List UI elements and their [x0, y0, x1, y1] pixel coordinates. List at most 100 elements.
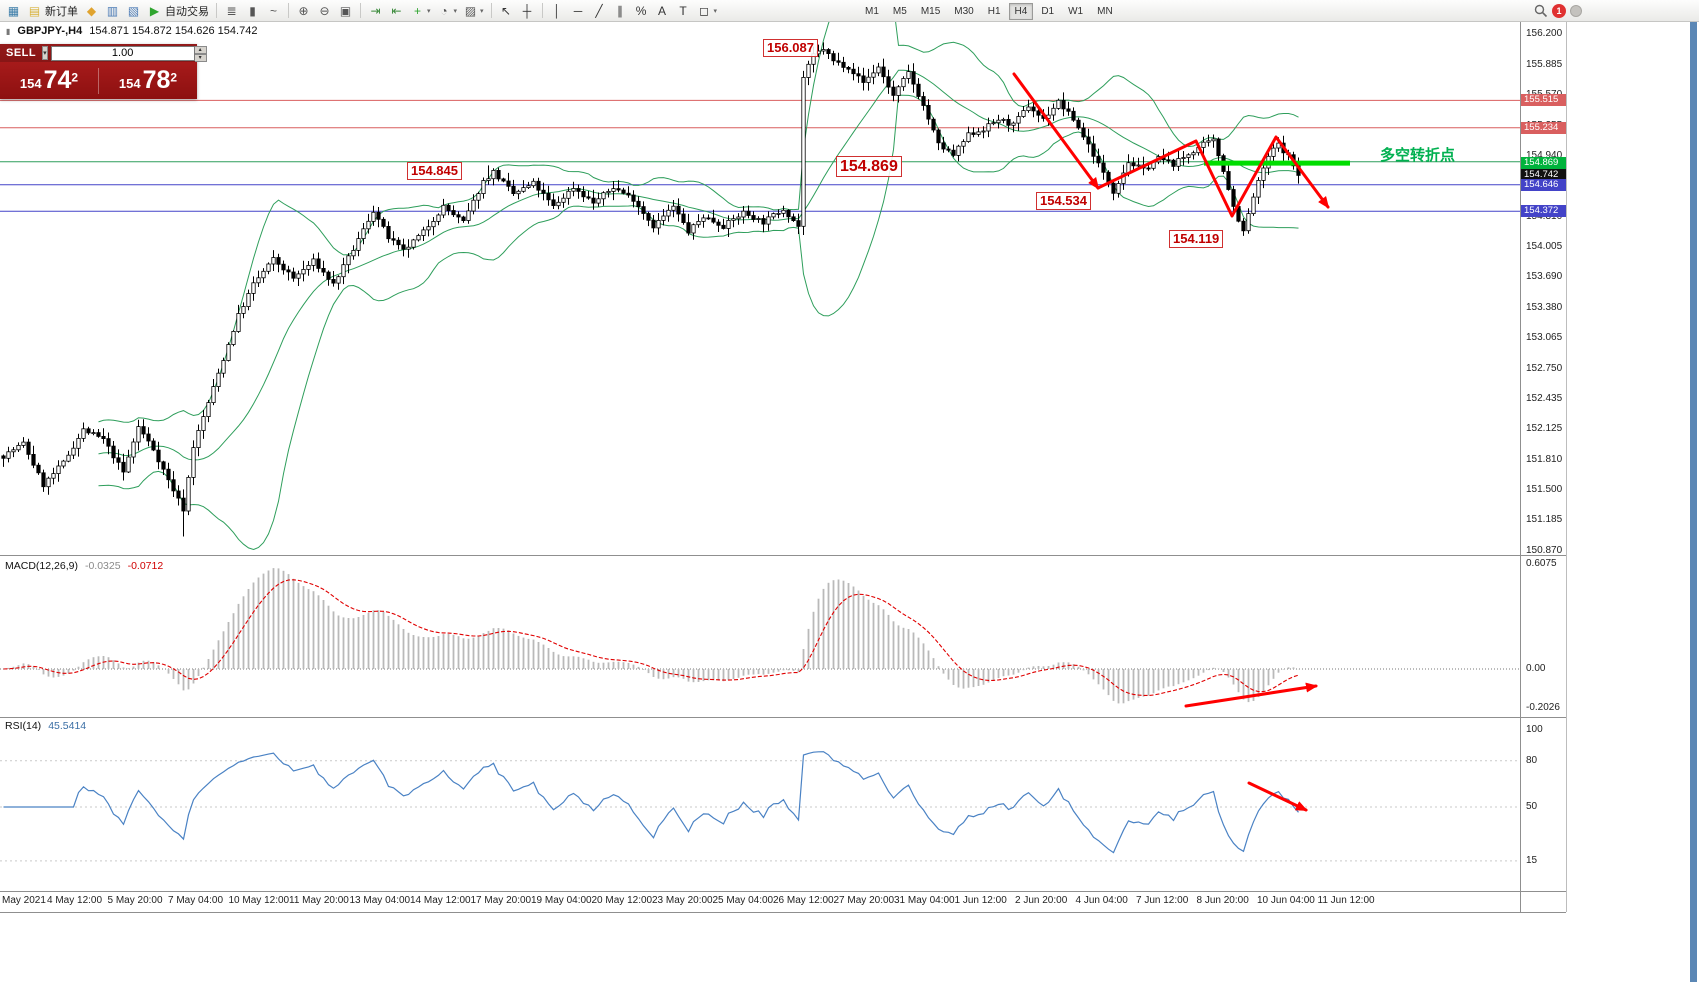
volume-down-button[interactable]: ▾ [194, 53, 207, 62]
crosshair-icon: ┼ [522, 3, 532, 18]
sell-button[interactable]: SELL [6, 47, 37, 59]
dropdown-caret-icon[interactable]: ▾ [480, 7, 484, 15]
timeframe-m1[interactable]: M1 [865, 5, 879, 17]
macd-scale-zero: 0.00 [1526, 663, 1546, 674]
time-label: 20 May 12:00 [591, 895, 653, 906]
toolbar-right-cluster: 1 [1534, 0, 1582, 22]
line-chart-button[interactable]: ~ [263, 1, 284, 21]
timeframe-mn[interactable]: MN [1097, 5, 1113, 17]
rsi-scale-tick: 50 [1526, 801, 1538, 812]
volume-up-button[interactable]: ▴ [194, 45, 207, 54]
sell-price-big: 74 [43, 66, 72, 94]
price-badge: 154.869 [1521, 157, 1566, 170]
toolbar-separator [490, 3, 492, 18]
templates-button[interactable]: ▨ ▾ [460, 1, 487, 21]
window-edge [1690, 22, 1697, 982]
macd-scale-min: -0.2026 [1526, 702, 1560, 713]
trendline-icon: ╱ [595, 3, 603, 18]
time-label: 11 May 20:00 [289, 895, 349, 906]
search-icon[interactable] [1534, 4, 1548, 18]
chart-shift-button[interactable]: ⇤ [386, 1, 407, 21]
new-order-button[interactable]: ▤ 新订单 [24, 1, 81, 21]
price-annotation: 154.845 [407, 162, 462, 180]
price-tick: 156.200 [1526, 28, 1563, 39]
price-badge: 155.515 [1521, 94, 1566, 107]
crosshair-button[interactable]: ┼ [517, 1, 538, 21]
dropdown-caret-icon[interactable]: ▾ [713, 7, 718, 15]
timeframe-w1[interactable]: W1 [1068, 5, 1084, 17]
price-annotation: 154.534 [1036, 192, 1091, 210]
zoom-out-button[interactable]: ⊖ [314, 1, 335, 21]
timeframe-m5[interactable]: M5 [892, 5, 907, 17]
time-label: 19 May 04:00 [531, 895, 592, 906]
zoom-in-button[interactable]: ⊕ [293, 1, 314, 21]
timeframe-h4[interactable]: H4 [1008, 2, 1034, 20]
candlestick-chart-button[interactable]: ▮ [242, 1, 263, 21]
time-label: 13 May 04:00 [349, 895, 411, 906]
price-tick: 153.065 [1526, 332, 1563, 344]
channel-button[interactable]: ∥ [610, 1, 631, 21]
new-order-button-label: 新订单 [45, 5, 78, 18]
notification-badge[interactable]: 1 [1552, 4, 1566, 18]
bar-chart-icon: ≣ [226, 3, 237, 18]
dropdown-caret-icon[interactable]: ▾ [453, 7, 458, 15]
auto-scroll-button[interactable]: ⇥ [365, 1, 386, 21]
indicators-button[interactable]: + ▾ [407, 1, 434, 21]
new-order-icon: ▤ [28, 3, 41, 18]
shapes-button[interactable]: ◻ ▾ [694, 1, 721, 21]
bar-chart-button[interactable]: ≣ [221, 1, 242, 21]
price-badge: 154.646 [1521, 178, 1566, 191]
symbol-ohlc-values: 154.871 154.872 154.626 154.742 [89, 25, 258, 37]
cursor-button[interactable]: ↖ [496, 1, 517, 21]
sell-price[interactable]: 154742 [0, 66, 98, 95]
rsi-label: RSI(14) 45.5414 [5, 720, 86, 732]
autotrading-button[interactable]: ▶ 自动交易 [144, 1, 212, 21]
one-click-trading-panel: SELL ▾ ▴▾ BUY 154742 154782 [0, 44, 237, 99]
price-tick: 151.185 [1526, 514, 1563, 526]
chart-shift-icon: ⇤ [391, 3, 402, 18]
timeframe-d1[interactable]: D1 [1041, 5, 1055, 17]
periods-button[interactable]: ◔ ▾ [434, 1, 461, 21]
time-label: 4 May 12:00 [47, 895, 103, 906]
horizontal-line-button[interactable]: ─ [568, 1, 589, 21]
text-icon: A [658, 3, 667, 18]
turning-point-note: 多空转折点 [1380, 147, 1456, 164]
toolbar-left-groups: ▦ ▤ 新订单 ◆ ▥ ▧ ▶ 自动交易 ≣ ▮ ~ ⊕ ⊖ ▣ ⇥ ⇤ + ▾ ◔ ▾ ▨ ▾ ↖ ┼ │ ─ ╱ ∥% A T ◻ ▾ [3, 0, 720, 22]
vertical-line-button[interactable]: │ [547, 1, 568, 21]
data-window-button[interactable]: ▧ [123, 1, 144, 21]
label-button[interactable]: T [673, 1, 694, 21]
rsi-scale-tick: 80 [1526, 754, 1538, 766]
time-label: 10 Jun 04:00 [1257, 895, 1315, 906]
buy-button[interactable]: BUY [212, 47, 238, 59]
favorites-icon: ◆ [86, 3, 97, 18]
tile-windows-button[interactable]: ▣ [335, 1, 356, 21]
time-label: 25 May 04:00 [712, 895, 774, 906]
favorites-button[interactable]: ◆ [81, 1, 102, 21]
fibonacci-button[interactable]: % [631, 1, 652, 21]
charts-grid-icon: ▦ [7, 3, 20, 18]
price-tick: 150.870 [1526, 545, 1563, 556]
text-button[interactable]: A [652, 1, 673, 21]
tile-windows-icon: ▣ [339, 3, 352, 18]
fibonacci-icon: % [635, 3, 647, 18]
volume-input[interactable] [50, 45, 195, 61]
timeframe-h1[interactable]: H1 [987, 5, 1001, 17]
charts-grid-button[interactable]: ▦ [3, 1, 24, 21]
line-chart-icon: ~ [269, 3, 277, 18]
volume-field: ▴▾ [50, 45, 207, 62]
horizontal-line-icon: ─ [573, 3, 583, 18]
trendline-button[interactable]: ╱ [589, 1, 610, 21]
shapes-icon: ◻ [699, 3, 710, 18]
timeframe-m15[interactable]: M15 [920, 5, 941, 17]
volume-preset-dropdown[interactable]: ▾ [42, 46, 48, 60]
market-watch-button[interactable]: ▥ [102, 1, 123, 21]
dropdown-caret-icon[interactable]: ▾ [427, 7, 431, 15]
time-label: 23 May 20:00 [652, 895, 713, 906]
timeframe-m30[interactable]: M30 [954, 5, 974, 17]
sell-price-pip: 2 [71, 70, 79, 85]
buy-price[interactable]: 154782 [99, 66, 197, 95]
toolbar-separator [360, 3, 361, 18]
time-label: 31 May 04:00 [894, 895, 955, 906]
